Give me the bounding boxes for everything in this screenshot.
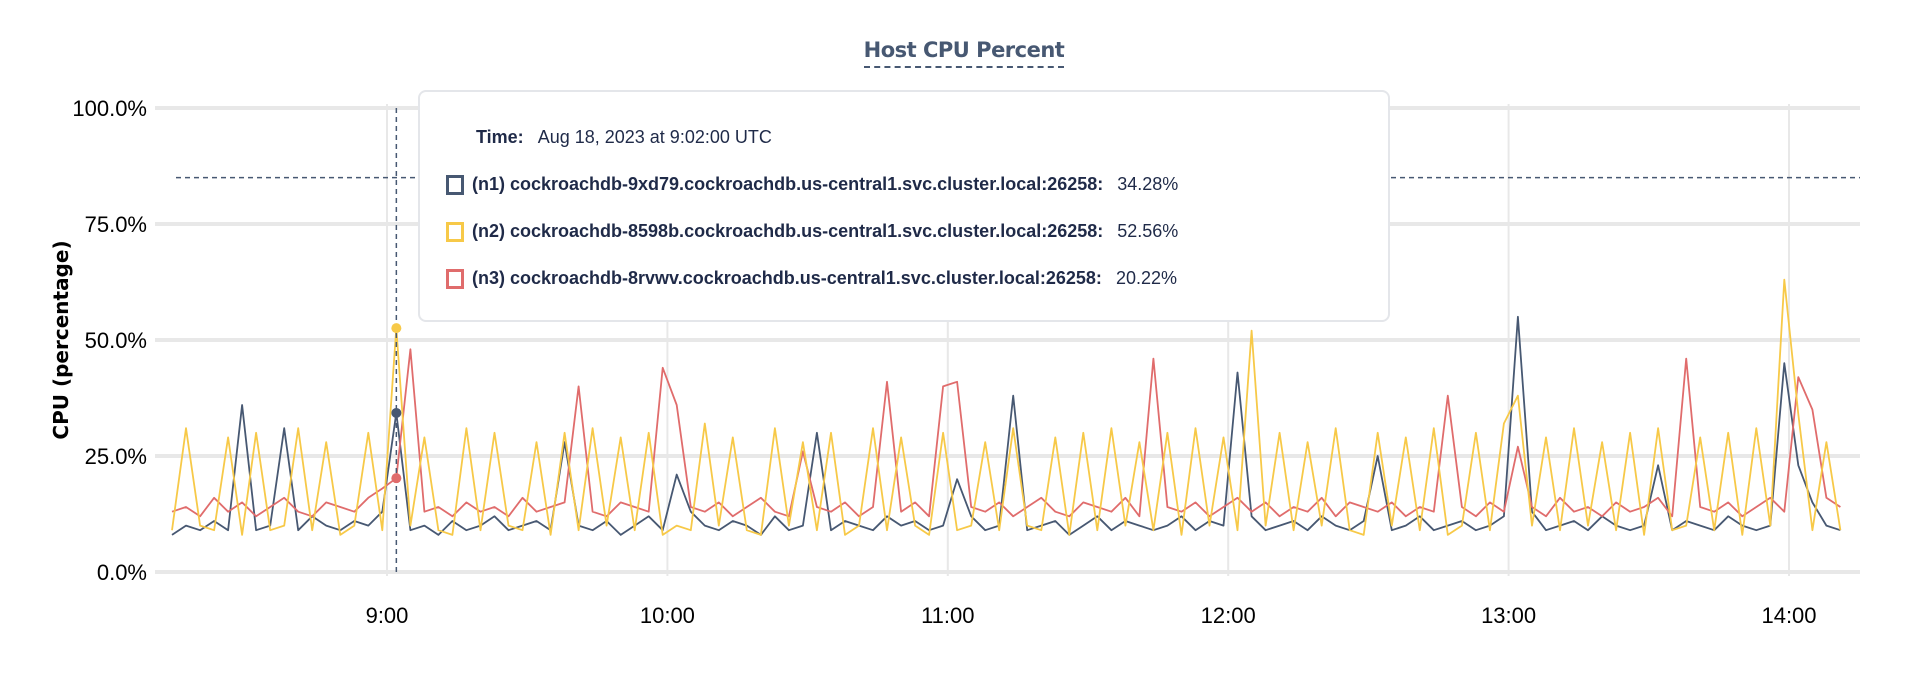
x-tick-label: 9:00 [366, 603, 409, 628]
x-tick-label: 13:00 [1481, 603, 1536, 628]
series-lines [171, 278, 1842, 536]
y-tick-label: 25.0% [85, 444, 147, 469]
y-axis-label: CPU (percentage) [49, 240, 73, 439]
x-tick-label: 11:00 [921, 603, 974, 628]
n1-swatch-icon [446, 174, 464, 195]
tooltip-series-value: 20.22% [1115, 268, 1177, 288]
x-tick-label: 14:00 [1761, 603, 1816, 628]
hover-dot-n3 [391, 473, 402, 484]
y-tick-label: 100.0% [72, 96, 147, 121]
y-tick-label: 0.0% [97, 560, 147, 585]
tooltip-series-value: 52.56% [1117, 221, 1179, 241]
y-axis-ticks: 0.0% 25.0% 50.0% 75.0% 100.0% [72, 96, 147, 585]
tooltip-time: Time: Aug 18, 2023 at 9:02:00 UTC [476, 127, 772, 148]
tooltip-row-n2: (n2) cockroachdb-8598b.cockroachdb.us-ce… [446, 221, 1178, 242]
tooltip-series-name: (n1) cockroachdb-9xd79.cockroachdb.us-ce… [472, 174, 1104, 194]
tooltip-time-label: Time: [476, 127, 524, 147]
series-line-n2[interactable] [171, 278, 1842, 536]
hover-dot-n2 [391, 323, 402, 334]
n3-swatch-icon [446, 268, 464, 289]
chart-title-wrap: Host CPU Percent [0, 38, 1928, 68]
tooltip-time-value: Aug 18, 2023 at 9:02:00 UTC [537, 127, 772, 147]
series-line-n3[interactable] [171, 348, 1841, 518]
y-tick-label: 75.0% [85, 212, 147, 237]
tooltip-series-name: (n3) cockroachdb-8rvwv.cockroachdb.us-ce… [472, 268, 1102, 288]
series-line-n1[interactable] [171, 315, 1841, 536]
chart-title[interactable]: Host CPU Percent [863, 38, 1065, 68]
tooltip-row-n1: (n1) cockroachdb-9xd79.cockroachdb.us-ce… [446, 174, 1178, 195]
n2-swatch-icon [446, 221, 464, 242]
hover-dots [391, 323, 402, 484]
x-axis-ticks: 9:00 10:00 11:00 12:00 13:00 14:00 [366, 603, 1817, 628]
tooltip-row-n3: (n3) cockroachdb-8rvwv.cockroachdb.us-ce… [446, 268, 1177, 289]
tooltip-series-name: (n2) cockroachdb-8598b.cockroachdb.us-ce… [472, 221, 1104, 241]
y-tick-label: 50.0% [85, 328, 147, 353]
hover-dot-n1 [391, 407, 402, 418]
x-tick-label: 12:00 [1201, 603, 1256, 628]
x-tick-label: 10:00 [640, 603, 695, 628]
tooltip-series-value: 34.28% [1117, 174, 1179, 194]
hover-tooltip: Time: Aug 18, 2023 at 9:02:00 UTC (n1) c… [418, 90, 1390, 322]
